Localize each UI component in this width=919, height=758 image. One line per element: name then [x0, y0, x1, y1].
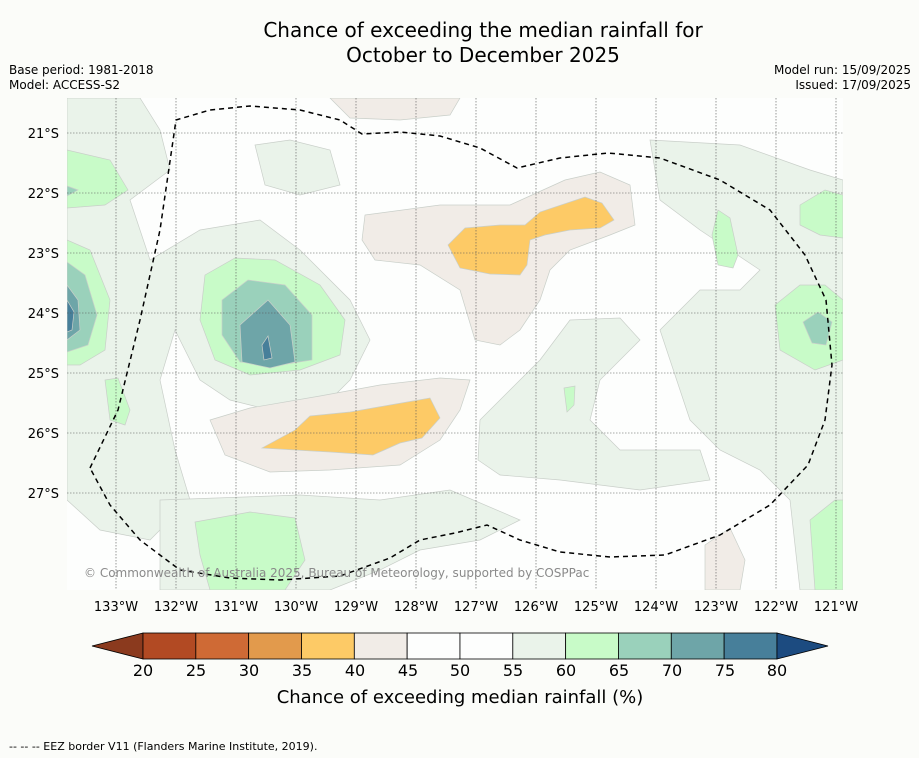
- colorbar-swatch: [670, 632, 725, 660]
- colorbar: 20 25 30 35 40 45 50 55 60 65 70 75 80 C…: [91, 632, 829, 708]
- contour-75-80-center-west: [261, 335, 273, 361]
- contour-45-50-north: [329, 98, 461, 121]
- colorbar-swatch: [142, 632, 197, 660]
- lon-label-133: 133°W: [94, 600, 138, 615]
- colorbar-swatch: [195, 632, 250, 660]
- colorbar-tick: 75: [715, 661, 735, 680]
- lat-label-24: 24°S: [28, 307, 59, 322]
- lat-label-26: 26°S: [28, 427, 59, 442]
- base-period: Base period: 1981-2018: [9, 63, 154, 77]
- lat-label-25: 25°S: [28, 367, 59, 382]
- colorbar-tick: 20: [133, 661, 153, 680]
- contour-60-65-small-b: [563, 385, 576, 413]
- lon-label-124: 124°W: [634, 600, 678, 615]
- colorbar-ticks: 20 25 30 35 40 45 50 55 60 65 70 75 80: [133, 661, 787, 680]
- contour-45-50-southeast: [704, 527, 746, 590]
- contour-65-70-small-a: [67, 185, 79, 197]
- contour-70-75-center-west: [239, 299, 296, 369]
- contour-35-40-upper: [447, 196, 615, 276]
- contour-55-60-east: [649, 139, 843, 590]
- colorbar-swatch: [723, 632, 778, 660]
- eez-footer-note: -- -- -- EEZ border V11 (Flanders Marine…: [9, 740, 318, 753]
- lon-label-128: 128°W: [394, 600, 438, 615]
- colorbar-swatch: [248, 632, 302, 660]
- colorbar-tick: 40: [345, 661, 365, 680]
- rainfall-contours: [67, 98, 843, 590]
- map-area: © Commonwealth of Australia 2025, Bureau…: [67, 98, 843, 590]
- colorbar-tick: 70: [662, 661, 682, 680]
- contour-60-65-thin-east: [711, 209, 739, 269]
- colorbar-label: Chance of exceeding median rainfall (%): [277, 687, 644, 708]
- colorbar-swatch: [618, 632, 672, 660]
- model-run: Model run: 15/09/2025: [773, 63, 911, 77]
- colorbar-extend-high: [776, 632, 829, 660]
- colorbar-swatch: [512, 632, 567, 660]
- lon-label-122: 122°W: [754, 600, 798, 615]
- colorbar-tick: 60: [556, 661, 576, 680]
- lat-label-23: 23°S: [28, 247, 59, 262]
- lon-label-130: 130°W: [274, 600, 318, 615]
- eez-border: [89, 105, 833, 581]
- colorbar-swatch: [459, 632, 514, 660]
- contour-60-65-northeast: [799, 189, 843, 239]
- lon-label-126: 126°W: [514, 600, 558, 615]
- colorbar-tick: 50: [450, 661, 470, 680]
- lon-label-129: 129°W: [334, 600, 378, 615]
- lat-label-27: 27°S: [28, 487, 59, 502]
- contour-55-60-northwest: [254, 139, 341, 196]
- graticule: [67, 98, 843, 590]
- contour-75-80-west: [67, 299, 75, 333]
- colorbar-tick: 55: [503, 661, 523, 680]
- map-title: Chance of exceeding the median rainfall …: [0, 18, 919, 68]
- meta-left: Base period: 1981-2018 Model: ACCESS-S2: [9, 63, 154, 93]
- lon-label-131: 131°W: [214, 600, 258, 615]
- colorbar-swatch: [406, 632, 461, 660]
- colorbar-tick: 35: [292, 661, 312, 680]
- colorbar-swatch: [565, 632, 619, 660]
- colorbar-tick: 30: [239, 661, 259, 680]
- colorbar-swatch: [353, 632, 408, 660]
- colorbar-tick: 25: [186, 661, 206, 680]
- longitude-labels: 133°W 132°W 131°W 130°W 129°W 128°W 127°…: [94, 600, 858, 615]
- lon-label-127: 127°W: [454, 600, 498, 615]
- colorbar-swatches: [91, 632, 829, 660]
- lon-label-125: 125°W: [574, 600, 618, 615]
- contour-60-65-south-west: [194, 511, 306, 590]
- contour-60-65-west-top: [67, 149, 129, 209]
- contour-65-70-east: [802, 311, 833, 346]
- title-line-1: Chance of exceeding the median rainfall …: [263, 18, 703, 42]
- contour-60-65-south-east: [809, 499, 843, 590]
- colorbar-tick: 80: [767, 661, 787, 680]
- colorbar-extend-low: [91, 632, 144, 660]
- contour-35-40-lower: [260, 397, 441, 456]
- copyright: © Commonwealth of Australia 2025, Bureau…: [84, 566, 589, 580]
- colorbar-swatch: [301, 632, 355, 660]
- colorbar-tick: 65: [609, 661, 629, 680]
- lon-label-123: 123°W: [694, 600, 738, 615]
- lat-label-22: 22°S: [28, 187, 59, 202]
- lon-label-132: 132°W: [154, 600, 198, 615]
- colorbar-tick: 45: [398, 661, 418, 680]
- meta-right: Model run: 15/09/2025 Issued: 17/09/2025: [774, 63, 911, 93]
- latitude-labels: 21°S 22°S 23°S 24°S 25°S 26°S 27°S: [28, 127, 59, 502]
- lon-label-121: 121°W: [814, 600, 858, 615]
- lat-label-21: 21°S: [28, 127, 59, 142]
- issued-date: Issued: 17/09/2025: [795, 78, 911, 92]
- title-line-2: October to December 2025: [346, 43, 620, 67]
- model-name: Model: ACCESS-S2: [9, 78, 121, 92]
